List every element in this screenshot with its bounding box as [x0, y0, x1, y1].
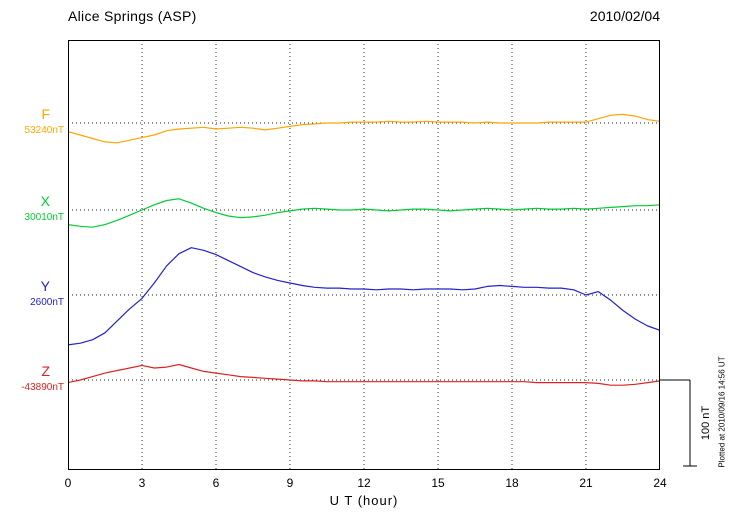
series-base-value: 2600nT [30, 297, 64, 308]
series-label-F: F 53240nT [4, 106, 64, 137]
x-tick-label: 9 [286, 476, 294, 490]
series-base-value: -43890nT [21, 382, 64, 393]
x-tick-label: 21 [579, 476, 593, 490]
x-tick-label: 6 [212, 476, 220, 490]
x-tick-label: 24 [653, 476, 667, 490]
series-letter: X [40, 193, 50, 209]
date-label: 2010/02/04 [589, 8, 660, 24]
x-tick-label: 15 [431, 476, 445, 490]
series-label-Y: Y 2600nT [4, 278, 64, 309]
x-tick-label: 0 [64, 476, 72, 490]
scale-bar-label: 100 nT [700, 405, 712, 441]
trace-X [67, 198, 661, 228]
series-label-Z: Z -43890nT [4, 363, 64, 394]
series-letter: Z [41, 363, 50, 379]
series-label-X: X 30010nT [4, 193, 64, 224]
x-tick-label: 12 [357, 476, 371, 490]
plot-area [67, 40, 661, 470]
scale-bar [660, 376, 706, 472]
series-letter: F [41, 106, 50, 122]
x-tick-label: 3 [138, 476, 146, 490]
station-title: Alice Springs (ASP) [68, 8, 197, 24]
x-tick-label: 18 [505, 476, 519, 490]
series-base-value: 30010nT [24, 212, 64, 223]
series-base-value: 53240nT [24, 125, 64, 136]
trace-F [67, 113, 661, 144]
magnetogram-chart [67, 40, 661, 470]
plotted-at-note: Plotted at 2010/09/16 14:56 UT [717, 356, 727, 468]
series-letter: Y [40, 278, 50, 294]
x-axis-label: U T (hour) [329, 493, 399, 508]
trace-Y [67, 247, 661, 346]
plot-border [68, 40, 660, 470]
scale-bar-graphic [660, 379, 697, 467]
trace-Z [67, 363, 661, 386]
